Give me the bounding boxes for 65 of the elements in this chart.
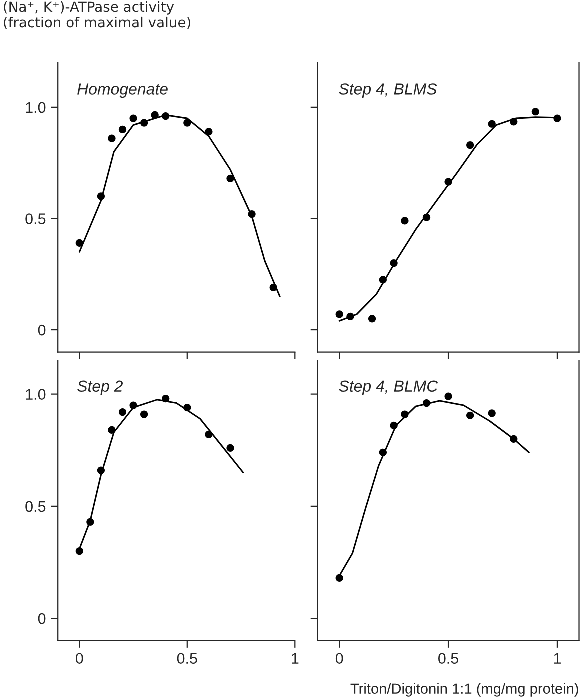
- point: [162, 112, 170, 120]
- point: [401, 410, 409, 418]
- x-tick-label: 0.5: [177, 653, 198, 664]
- point: [248, 210, 256, 218]
- point: [108, 134, 116, 142]
- point: [379, 276, 387, 284]
- point: [401, 217, 409, 225]
- point: [118, 126, 127, 134]
- x-tick-label: 0.5: [438, 653, 459, 664]
- point: [346, 312, 354, 320]
- point: [76, 239, 84, 248]
- text: Step 4, BLMC: [339, 380, 438, 396]
- text: Step 2: [78, 380, 124, 396]
- line-series: [78, 114, 281, 298]
- point: [444, 392, 452, 400]
- point: [151, 111, 159, 120]
- point: [510, 435, 518, 443]
- y-tick-label: 0.5: [26, 214, 46, 224]
- y-tick-label: 1.0: [26, 102, 46, 114]
- point: [390, 259, 398, 268]
- point: [422, 214, 431, 222]
- point: [184, 404, 192, 412]
- x-tick-label: 1: [292, 653, 299, 664]
- x-tick-label: 0: [336, 653, 344, 664]
- text: Homogenate: [78, 84, 168, 98]
- point: [444, 178, 452, 186]
- point: [162, 395, 170, 403]
- point: [336, 574, 344, 582]
- point: [76, 547, 84, 556]
- point: [270, 284, 278, 292]
- point: [108, 426, 116, 434]
- y-axis-title: (Na⁺, K⁺)-ATPase activity (fraction of maximal value): [4, 1, 190, 30]
- point: [130, 402, 138, 410]
- point: [532, 108, 540, 116]
- point: [86, 518, 94, 526]
- x-axis-title: Triton/Digitonin 1:1 (mg/mg protein): [350, 683, 578, 697]
- point: [140, 410, 148, 418]
- x-tick-label: 1: [554, 653, 561, 664]
- y-tick-label: 0: [38, 324, 46, 336]
- point: [130, 114, 138, 122]
- point: [226, 174, 234, 182]
- point: [379, 448, 387, 456]
- point: [488, 410, 496, 418]
- point: [510, 118, 518, 126]
- point: [422, 399, 431, 408]
- point: [140, 119, 148, 127]
- y-tick-label: 1.0: [26, 389, 46, 400]
- y-tick-label: 0: [38, 613, 46, 624]
- point: [368, 315, 376, 323]
- point: [184, 119, 192, 127]
- point: [390, 422, 398, 430]
- point: [226, 444, 234, 452]
- point: [466, 141, 474, 150]
- point: [97, 192, 106, 200]
- point: [205, 128, 213, 136]
- point: [118, 408, 127, 416]
- point: [466, 412, 474, 420]
- x-tick-label: 0: [76, 653, 84, 664]
- point: [205, 430, 213, 438]
- point: [336, 310, 344, 318]
- text: Step 4, BLMS: [339, 84, 438, 98]
- y-tick-label: 0.5: [26, 501, 46, 512]
- point: [554, 114, 562, 122]
- point: [488, 120, 496, 128]
- point: [97, 466, 106, 474]
